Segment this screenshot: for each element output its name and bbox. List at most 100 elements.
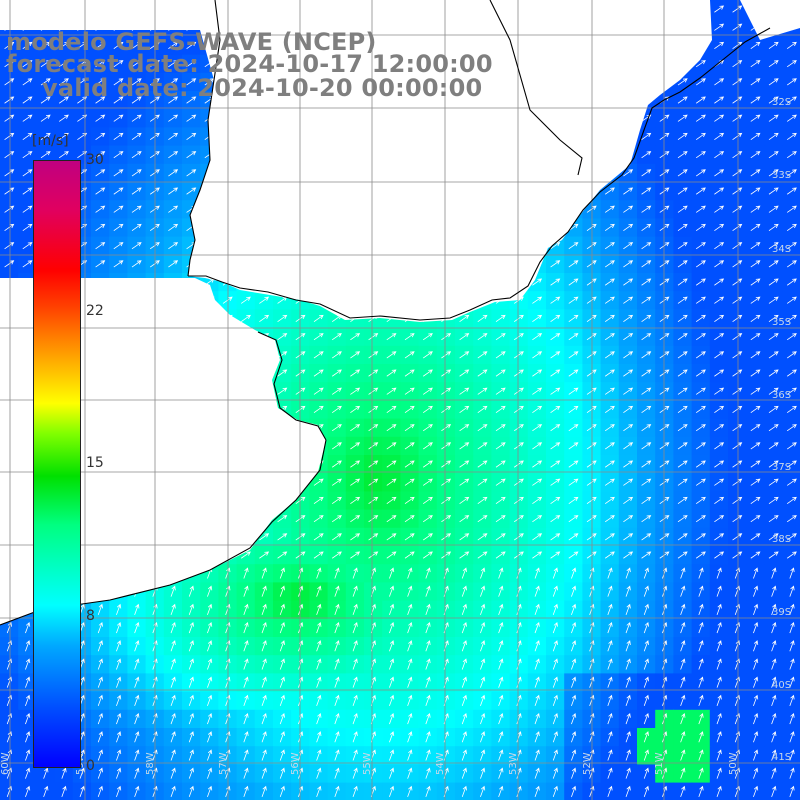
wind-arrow [498,567,504,579]
wind-arrow [750,351,761,359]
wind-arrow [771,749,777,761]
wind-arrow [789,749,795,761]
wind-arrow [22,132,33,140]
wind-arrow [352,767,358,779]
wind-arrow [753,749,759,761]
wind-cell [309,546,329,565]
wind-arrow [789,676,795,688]
wind-arrow [750,260,761,268]
wind-cell [728,218,747,238]
wind-cell [345,400,365,420]
wind-arrow [4,169,15,177]
wind-arrow [768,551,779,559]
wind-cell [72,145,92,165]
wind-arrow [768,96,779,104]
wind-cell [455,491,474,511]
wind-arrow [698,676,704,688]
wind-cell [546,436,565,456]
wind-arrow [552,676,558,688]
wind-arrow [786,242,797,250]
wind-arrow [386,424,397,432]
wind-cell [728,109,747,128]
wind-cell [655,91,674,110]
wind-arrow [386,460,397,468]
wind-arrow [786,405,797,413]
wind-arrow [516,603,522,616]
wind-arrow [477,424,488,432]
wind-arrow [695,60,706,68]
wind-arrow [607,712,613,725]
wind-cell [309,491,329,511]
wind-arrow [495,496,506,504]
wind-arrow [586,314,597,322]
wind-arrow [695,187,706,195]
wind-arrow [495,405,506,413]
wind-cell [54,127,74,147]
wind-cell [455,382,474,401]
wind-cell [709,527,729,547]
wind-arrow [625,676,631,688]
wind-arrow [243,731,249,743]
wind-arrow [552,749,558,761]
wind-arrow [550,333,561,341]
wind-arrow [589,767,595,779]
wind-arrow [786,78,797,86]
wind-arrow [459,442,470,450]
wind-cell [309,509,329,529]
wind-cell [746,418,765,438]
border-line [187,0,583,277]
wind-cell [291,364,310,383]
wind-cell [637,236,656,256]
wind-cell [400,382,420,401]
wind-arrow [498,676,504,688]
wind-cell [655,309,674,329]
wind-arrow [753,785,759,798]
wind-arrow [368,533,379,541]
wind-cell [600,473,620,492]
wind-arrow [170,712,176,725]
lat-label: 38S [772,534,791,545]
wind-arrow [480,767,486,779]
wind-arrow [641,460,652,468]
wind-arrow [552,603,558,616]
wind-arrow [607,567,613,579]
wind-arrow [607,658,613,670]
wind-arrow [407,676,413,688]
wind-arrow [768,169,779,177]
wind-cell [345,382,365,401]
wind-arrow [534,767,540,779]
wind-cell [691,400,711,420]
wind-cell [364,455,383,474]
wind-arrow [714,296,725,304]
wind-arrow [516,658,522,670]
wind-cell [564,382,583,401]
wind-arrow [677,151,688,159]
wind-arrow [259,296,270,304]
wind-cell [655,273,674,292]
wind-cell [127,54,147,74]
wind-cell [746,491,765,511]
wind-arrow [95,223,106,231]
wind-arrow [568,278,579,286]
wind-arrow [422,496,433,504]
wind-cell [673,345,693,365]
wind-arrow [789,712,795,725]
wind-arrow [441,387,452,395]
wind-arrow [677,533,688,541]
wind-arrow [389,567,395,579]
wind-arrow [79,767,85,779]
wind-arrow [4,187,15,195]
wind-cell [618,527,638,547]
wind-arrow [568,424,579,432]
wind-arrow [516,694,522,707]
wind-arrow [188,767,194,779]
wind-cell [18,236,37,256]
wind-arrow [95,132,106,140]
wind-arrow [568,442,579,450]
wind-cell [382,327,401,347]
wind-cell [455,473,474,492]
wind-arrow [695,387,706,395]
wind-cell [163,182,183,201]
wind-arrow [40,114,51,122]
wind-arrow [571,676,577,688]
